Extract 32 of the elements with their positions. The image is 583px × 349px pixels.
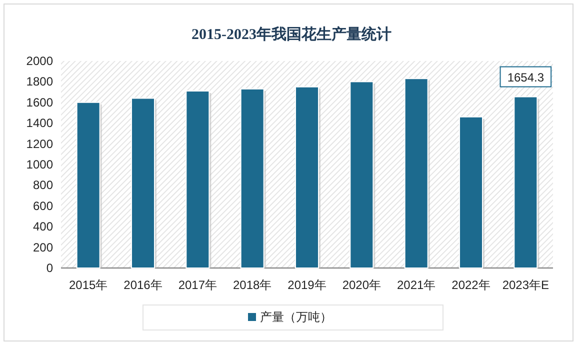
y-tick-label: 200 — [32, 240, 54, 254]
x-tick-label: 2021年 — [396, 278, 436, 292]
y-tick-label: 1000 — [26, 158, 54, 172]
y-tick-label: 1200 — [26, 136, 54, 151]
y-tick-label: 0 — [46, 261, 54, 275]
y-tick-label: 2000 — [26, 54, 54, 68]
bar — [459, 116, 483, 268]
bar — [295, 86, 319, 268]
x-tick-label: 2017年 — [178, 278, 218, 292]
bar — [76, 102, 100, 268]
x-tick-label: 2020年 — [342, 278, 382, 292]
x-tick-label: 2015年 — [68, 278, 108, 292]
y-tick-label: 400 — [32, 220, 54, 234]
legend-label: 产量（万吨） — [260, 310, 332, 324]
bar — [186, 90, 210, 268]
y-tick-label: 800 — [32, 178, 54, 192]
x-tick-label: 2022年 — [452, 278, 490, 292]
y-tick-label: 600 — [32, 198, 54, 213]
y-tick-label: 1600 — [26, 95, 54, 110]
x-tick-label: 2019年 — [288, 278, 326, 292]
bar — [514, 96, 538, 268]
bar — [240, 88, 264, 268]
chart-title: 2015-2023年我国花生产量统计 — [192, 26, 392, 43]
bar — [350, 81, 374, 268]
x-tick-label: 2016年 — [124, 278, 162, 292]
x-tick-label: 2018年 — [232, 278, 272, 292]
bar — [404, 78, 428, 268]
x-tick-label: 2023年E — [502, 278, 550, 292]
y-tick-label: 1800 — [26, 74, 54, 89]
data-label: 1654.3 — [507, 70, 544, 84]
y-tick-label: 1400 — [26, 116, 54, 130]
bar — [131, 98, 155, 268]
